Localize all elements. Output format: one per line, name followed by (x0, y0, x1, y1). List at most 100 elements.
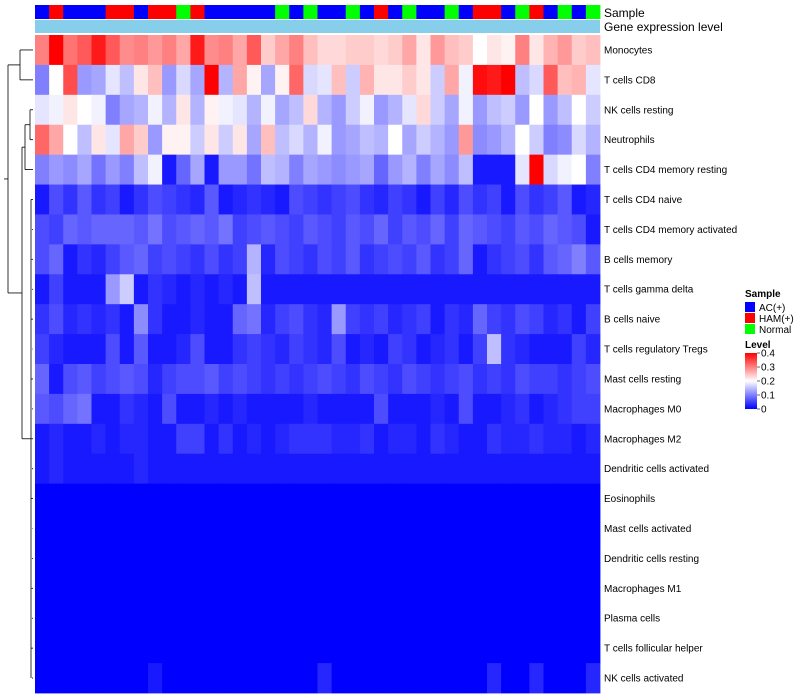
heatmap-cell (77, 603, 92, 634)
heatmap-cell (63, 64, 78, 96)
heatmap-cell (529, 603, 544, 634)
heatmap-cell (218, 573, 234, 604)
heatmap-cell (501, 64, 516, 96)
heatmap-cell (232, 513, 248, 544)
sample-annotation-cell (430, 5, 446, 19)
heatmap-cell (458, 453, 474, 485)
heatmap-cell (515, 334, 530, 365)
heatmap-cell (246, 393, 262, 425)
heatmap-cell (49, 184, 64, 215)
heatmap-cell (275, 64, 290, 96)
heatmap-cell (204, 633, 220, 664)
heatmap-cell (331, 154, 347, 185)
heatmap-cell (303, 633, 318, 664)
heatmap-cell (331, 423, 347, 455)
heatmap-cell (585, 64, 601, 96)
heatmap-cell (472, 513, 488, 544)
heatmap-cell (529, 543, 544, 574)
legend-level-title: Level (745, 340, 771, 351)
heatmap-cell (246, 154, 262, 185)
expression-annotation-cell (35, 20, 600, 33)
sample-annotation-cell (331, 5, 347, 19)
heatmap-cell (571, 184, 587, 215)
heatmap-cell (63, 364, 78, 395)
heatmap-cell (232, 543, 248, 574)
heatmap-cell (543, 184, 559, 215)
heatmap-cell (275, 184, 290, 215)
heatmap-cell (529, 94, 544, 126)
heatmap-cell (444, 94, 460, 126)
heatmap-cell (162, 304, 177, 335)
heatmap-cell (204, 244, 220, 275)
heatmap-cell (359, 513, 375, 544)
heatmap-cell (388, 483, 403, 514)
heatmap-cell (232, 334, 248, 365)
heatmap-cell (133, 124, 149, 156)
heatmap-cell (331, 124, 347, 156)
heatmap-cell (176, 124, 191, 156)
heatmap-cell (515, 244, 530, 275)
sample-annotation-cell (176, 5, 191, 19)
heatmap-cell (317, 603, 333, 634)
heatmap-cell (388, 274, 403, 305)
heatmap-cell (416, 573, 431, 604)
heatmap-cell (261, 513, 276, 544)
heatmap-cell (190, 364, 205, 395)
heatmap-cell (571, 513, 587, 544)
heatmap-cell (501, 124, 516, 156)
heatmap-cell (49, 453, 64, 485)
row-label: B cells memory (604, 255, 672, 266)
heatmap-cell (105, 184, 121, 215)
heatmap-cell (246, 573, 262, 604)
heatmap-cell (444, 244, 460, 275)
heatmap-cell (458, 334, 474, 365)
heatmap-cell (133, 334, 149, 365)
heatmap-cell (472, 633, 488, 664)
heatmap-cell (190, 543, 205, 574)
heatmap-cell (571, 244, 587, 275)
heatmap-cell (190, 603, 205, 634)
heatmap-cell (218, 304, 234, 335)
heatmap-cell (317, 64, 333, 96)
heatmap-cell (162, 244, 177, 275)
heatmap-cell (416, 663, 431, 694)
heatmap-cell (176, 423, 191, 455)
heatmap-cell (430, 274, 446, 305)
heatmap-cell (345, 543, 361, 574)
heatmap-cell (331, 603, 347, 634)
heatmap-cell (543, 543, 559, 574)
heatmap-cell (246, 483, 262, 514)
heatmap-cell (148, 633, 163, 664)
heatmap-cell (402, 573, 417, 604)
heatmap-cell (289, 543, 304, 574)
heatmap-cell (430, 154, 446, 185)
heatmap-cell (289, 423, 304, 455)
heatmap-cell (501, 35, 516, 66)
heatmap-cell (63, 483, 78, 514)
heatmap-cell (487, 423, 502, 455)
heatmap-cell (402, 633, 417, 664)
heatmap-cell (374, 364, 389, 395)
heatmap-cell (204, 453, 220, 485)
heatmap-cell (49, 573, 64, 604)
heatmap-cell (303, 423, 318, 455)
legend-label: HAM(+) (759, 314, 794, 325)
heatmap-cell (204, 423, 220, 455)
heatmap-cell (374, 513, 389, 544)
heatmap-cell (232, 663, 248, 694)
legend-level-tick-label: 0.3 (761, 363, 775, 374)
heatmap-cell (49, 244, 64, 275)
heatmap-cell (105, 513, 121, 544)
heatmap-cell (388, 453, 403, 485)
heatmap-cell (515, 154, 530, 185)
heatmap-cell (275, 663, 290, 694)
heatmap-cell (190, 35, 205, 66)
heatmap-cell (35, 453, 50, 485)
heatmap-cell (63, 603, 78, 634)
heatmap-cell (317, 423, 333, 455)
row-dendrogram (4, 49, 33, 679)
heatmap-cell (162, 453, 177, 485)
heatmap-cell (119, 513, 135, 544)
heatmap-cell (345, 35, 361, 66)
heatmap-cell (585, 35, 601, 66)
